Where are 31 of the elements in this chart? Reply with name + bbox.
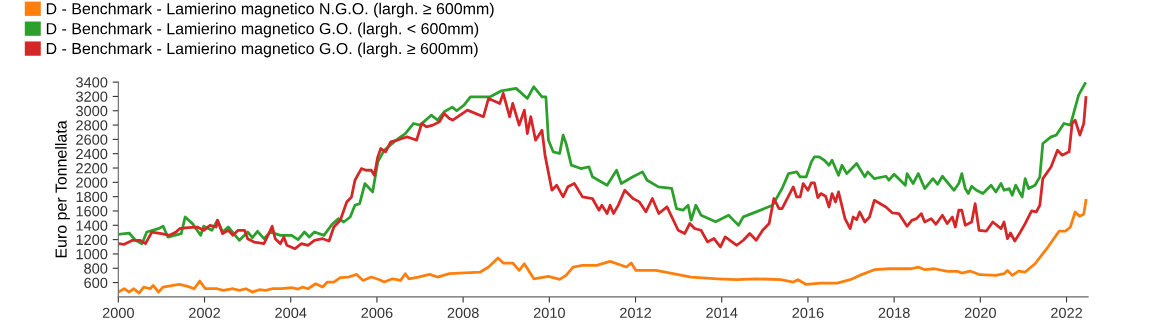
x-tick-label: 2018 [878, 307, 910, 319]
y-tick-label: 1600 [76, 206, 108, 217]
x-tick-label: 2002 [189, 307, 221, 319]
y-tick-label: 2800 [76, 120, 108, 131]
y-axis-title: Euro per Tonnellata [55, 120, 70, 258]
y-tick-label: 2400 [76, 148, 108, 160]
x-tick-label: 2022 [1051, 307, 1083, 319]
y-tick-label: 1400 [76, 220, 108, 231]
legend-label: D - Benchmark - Lamierino magnetico G.O. (largh. < 600mm) [46, 22, 479, 38]
x-tick-label: 2016 [792, 307, 824, 319]
y-tick-label: 800 [84, 263, 108, 274]
legend-label: D - Benchmark - Lamierino magnetico G.O. (largh. ≥ 600mm) [46, 42, 478, 58]
y-tick-label: 600 [84, 277, 108, 288]
legend-label: D - Benchmark - Lamierino magnetico N.G.O. (largh. ≥ 600mm) [46, 2, 494, 18]
y-tick-label: 2600 [76, 134, 108, 145]
y-tick-label: 3200 [76, 91, 108, 102]
x-tick-label: 2006 [361, 307, 393, 319]
x-tick-label: 2004 [275, 307, 307, 319]
y-tick-label: 1200 [76, 234, 108, 246]
x-tick-label: 2020 [964, 307, 996, 319]
y-tick-label: 1000 [76, 249, 108, 260]
y-tick-label: 2200 [76, 163, 108, 174]
x-tick-label: 2000 [102, 307, 134, 319]
y-tick-label: 3400 [76, 77, 108, 88]
x-tick-label: 2010 [533, 307, 565, 319]
x-tick-label: 2014 [706, 307, 738, 319]
y-tick-label: 3000 [76, 105, 108, 117]
x-tick-label: 2012 [620, 307, 652, 319]
y-tick-label: 2000 [76, 177, 108, 188]
x-tick-label: 2008 [447, 307, 479, 319]
y-tick-label: 1800 [76, 191, 108, 203]
